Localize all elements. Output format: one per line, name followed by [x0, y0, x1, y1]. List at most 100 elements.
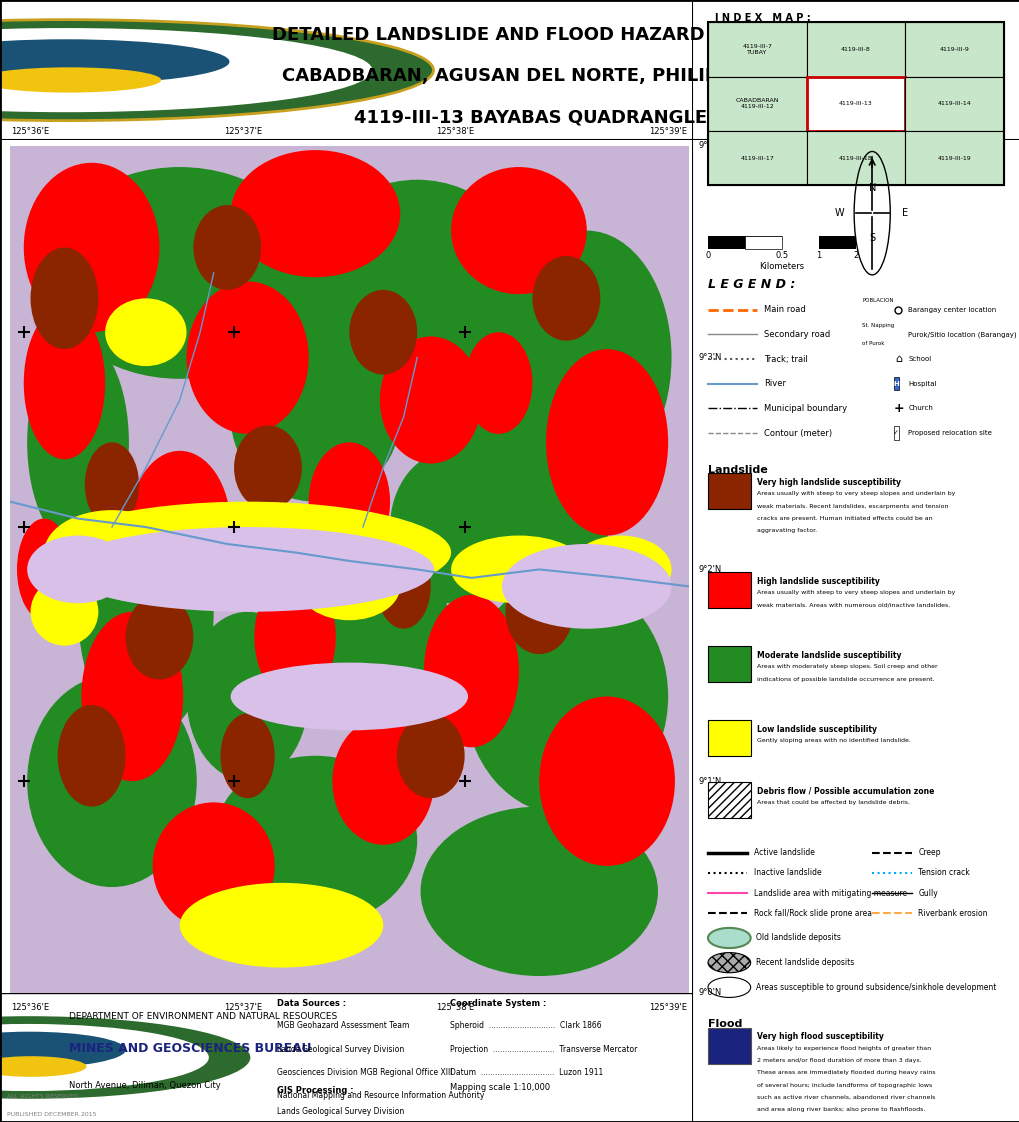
Ellipse shape: [82, 611, 183, 781]
Text: Lands Geological Survey Division: Lands Geological Survey Division: [276, 1045, 404, 1054]
Text: 9°2'N: 9°2'N: [698, 564, 721, 574]
Ellipse shape: [707, 928, 750, 948]
Ellipse shape: [465, 332, 532, 434]
Ellipse shape: [17, 518, 71, 620]
Ellipse shape: [23, 306, 105, 459]
Text: Riverbank erosion: Riverbank erosion: [917, 909, 986, 918]
Bar: [904, 76, 1003, 131]
Circle shape: [0, 39, 229, 84]
Text: Projection  ..........................  Transverse Mercator: Projection .......................... Tr…: [449, 1045, 636, 1054]
Text: 125°37'E: 125°37'E: [224, 1003, 262, 1012]
Text: 0.5: 0.5: [774, 251, 788, 260]
Ellipse shape: [450, 167, 586, 294]
Circle shape: [0, 28, 372, 112]
Ellipse shape: [539, 697, 675, 866]
Ellipse shape: [532, 256, 600, 341]
Ellipse shape: [153, 802, 274, 929]
Ellipse shape: [545, 349, 667, 535]
Text: These areas are immediately flooded during heavy rains: These areas are immediately flooded duri…: [756, 1070, 934, 1075]
Ellipse shape: [230, 150, 399, 277]
Ellipse shape: [309, 442, 389, 561]
Text: 4119-III-9: 4119-III-9: [938, 47, 968, 52]
Text: N: N: [867, 184, 875, 193]
Text: 4119-III-13 BAYABAS QUADRANGLE: 4119-III-13 BAYABAS QUADRANGLE: [354, 109, 706, 127]
Text: Municipal boundary: Municipal boundary: [763, 404, 846, 413]
Ellipse shape: [450, 535, 586, 604]
Ellipse shape: [348, 289, 417, 375]
Text: Tension crack: Tension crack: [917, 868, 969, 877]
Bar: [893, 377, 899, 390]
Text: CABADBARAN, AGUSAN DEL NORTE, PHILIPPINES: CABADBARAN, AGUSAN DEL NORTE, PHILIPPINE…: [282, 66, 777, 85]
Text: National Mapping and Resource Information Authority: National Mapping and Resource Informatio…: [276, 1091, 484, 1100]
Text: weak materials. Areas with numerous old/inactive landslides.: weak materials. Areas with numerous old/…: [756, 603, 950, 607]
Ellipse shape: [417, 379, 620, 590]
Circle shape: [0, 1017, 250, 1098]
Text: 4119-III-17: 4119-III-17: [740, 156, 773, 160]
Text: 125°36'E: 125°36'E: [11, 127, 50, 136]
Text: Proposed relocation site: Proposed relocation site: [908, 430, 991, 436]
Text: Secondary road: Secondary road: [763, 330, 829, 339]
Text: Areas likely to experience flood heights of greater than: Areas likely to experience flood heights…: [756, 1046, 930, 1050]
Ellipse shape: [504, 570, 573, 654]
Text: Low landslide susceptibility: Low landslide susceptibility: [756, 725, 876, 734]
Bar: [806, 22, 904, 76]
Ellipse shape: [501, 231, 671, 485]
Ellipse shape: [44, 511, 179, 595]
Bar: [707, 22, 806, 76]
Text: High landslide susceptibility: High landslide susceptibility: [756, 577, 879, 586]
Text: H: H: [893, 380, 899, 387]
Text: ALL RIGHTS RESERVED: ALL RIGHTS RESERVED: [7, 1094, 78, 1098]
Text: 4119-III-19: 4119-III-19: [936, 156, 970, 160]
Text: indications of possible landslide occurrence are present.: indications of possible landslide occurr…: [756, 677, 934, 681]
Text: such as active river channels, abandoned river channels: such as active river channels, abandoned…: [756, 1095, 934, 1100]
Text: 125°38'E: 125°38'E: [436, 1003, 474, 1012]
Bar: [707, 646, 750, 682]
Text: 9°0'N: 9°0'N: [698, 988, 721, 997]
Ellipse shape: [23, 163, 159, 332]
Bar: [806, 76, 904, 131]
Ellipse shape: [28, 535, 128, 604]
Ellipse shape: [230, 332, 399, 502]
Text: 1: 1: [815, 251, 820, 260]
Text: Moderate landslide susceptibility: Moderate landslide susceptibility: [756, 651, 901, 660]
Ellipse shape: [31, 578, 98, 645]
Text: S: S: [868, 233, 874, 242]
Text: +: +: [893, 402, 903, 415]
Text: 4119-III-18: 4119-III-18: [839, 156, 871, 160]
Text: 9°1'N: 9°1'N: [698, 776, 721, 785]
Ellipse shape: [220, 714, 274, 798]
Ellipse shape: [389, 451, 512, 604]
Bar: [707, 782, 750, 818]
Ellipse shape: [424, 595, 519, 747]
Bar: [744, 236, 782, 249]
Text: Barangay center location: Barangay center location: [908, 306, 996, 313]
Text: Landslide: Landslide: [707, 465, 767, 475]
Ellipse shape: [379, 337, 481, 463]
Text: Kilometers: Kilometers: [758, 263, 804, 272]
Text: Contour (meter): Contour (meter): [763, 429, 832, 438]
Bar: [707, 76, 806, 131]
Ellipse shape: [315, 544, 450, 730]
Text: North Avenue, Diliman, Quezon City: North Avenue, Diliman, Quezon City: [69, 1080, 221, 1089]
Ellipse shape: [376, 544, 430, 628]
Text: Main road: Main road: [763, 305, 805, 314]
Bar: [707, 572, 750, 608]
Text: Flood: Flood: [707, 1019, 742, 1029]
Text: 4119-III-13: 4119-III-13: [838, 101, 872, 107]
Ellipse shape: [214, 756, 417, 926]
Text: DETAILED LANDSLIDE AND FLOOD HAZARD MAP OF: DETAILED LANDSLIDE AND FLOOD HAZARD MAP …: [271, 26, 789, 44]
Bar: [707, 720, 750, 756]
Ellipse shape: [125, 595, 194, 680]
Ellipse shape: [31, 248, 98, 349]
Text: GIS Processing :: GIS Processing :: [276, 1086, 353, 1095]
Text: weak materials. Recent landslides, escarpments and tension: weak materials. Recent landslides, escar…: [756, 504, 948, 508]
Text: 2 meters and/or flood duration of more than 3 days.: 2 meters and/or flood duration of more t…: [756, 1058, 921, 1063]
Ellipse shape: [58, 705, 125, 807]
Ellipse shape: [420, 807, 657, 976]
Text: 125°39'E: 125°39'E: [648, 127, 687, 136]
Circle shape: [0, 20, 433, 121]
Text: Areas usually with steep to very steep slopes and underlain by: Areas usually with steep to very steep s…: [756, 491, 955, 496]
Text: School: School: [908, 356, 930, 362]
Text: Geosciences Division MGB Regional Office XIII: Geosciences Division MGB Regional Office…: [276, 1068, 451, 1077]
Bar: [707, 473, 750, 509]
